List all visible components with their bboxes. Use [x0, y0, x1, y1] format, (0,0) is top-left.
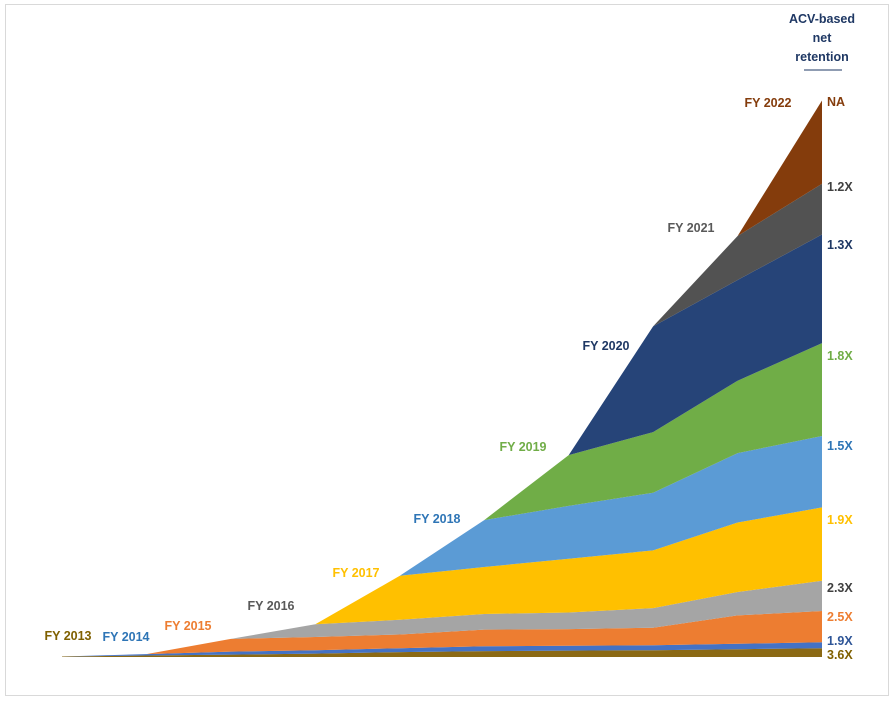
cohort-label-fy-2018: FY 2018 [413, 512, 460, 526]
cohort-label-fy-2014: FY 2014 [102, 630, 149, 644]
header-line-2: net [813, 31, 833, 45]
area-fy-2020 [568, 234, 822, 456]
retention-label-fy-2020: 1.3X [827, 238, 853, 252]
area-fy-2022 [737, 100, 822, 236]
retention-label-fy-2014: 1.9X [827, 634, 853, 648]
area-fy-2013 [62, 648, 822, 657]
area-fy-2018 [399, 436, 822, 576]
header-line-3: retention [795, 50, 848, 64]
cohort-label-fy-2022: FY 2022 [744, 96, 791, 110]
retention-label-fy-2013: 3.6X [827, 648, 853, 662]
retention-label-fy-2016: 2.3X [827, 581, 853, 595]
area-fy-2017 [315, 507, 822, 625]
cohort-label-fy-2017: FY 2017 [332, 566, 379, 580]
retention-label-fy-2017: 1.9X [827, 513, 853, 527]
cohort-label-fy-2021: FY 2021 [667, 221, 714, 235]
retention-label-fy-2018: 1.5X [827, 439, 853, 453]
retention-header: ACV-based net retention [789, 12, 855, 71]
area-layer [62, 100, 822, 657]
area-fy-2021 [653, 183, 822, 327]
cohort-label-fy-2013: FY 2013 [44, 629, 91, 643]
header-line-1: ACV-based [789, 12, 855, 26]
retention-label-fy-2015: 2.5X [827, 610, 853, 624]
cohort-label-fy-2016: FY 2016 [247, 599, 294, 613]
cohort-label-layer: FY 2013 FY 2014 FY 2015 FY 2016 FY 2017 FY 20… [44, 96, 791, 644]
cohort-label-fy-2020: FY 2020 [582, 339, 629, 353]
retention-label-fy-2022: NA [827, 95, 845, 109]
area-fy-2019 [484, 343, 822, 521]
area-fy-2015 [146, 611, 822, 655]
retention-label-fy-2021: 1.2X [827, 180, 853, 194]
area-fy-2016 [230, 580, 822, 639]
chart-frame [5, 4, 889, 696]
retention-label-fy-2019: 1.8X [827, 349, 853, 363]
cohort-label-fy-2019: FY 2019 [499, 440, 546, 454]
area-fy-2014 [62, 642, 822, 657]
cohort-label-fy-2015: FY 2015 [164, 619, 211, 633]
